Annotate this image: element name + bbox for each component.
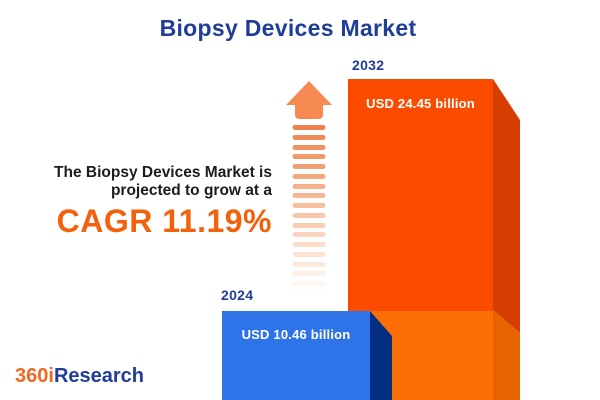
bar-2032-side-upper xyxy=(493,79,520,333)
logo-text-research: Research xyxy=(53,365,144,387)
bar-2024-face xyxy=(222,311,370,400)
page-title: Biopsy Devices Market xyxy=(159,15,417,41)
arrow-dashes xyxy=(292,125,326,296)
annotation-text-line2: projected to grow at a xyxy=(110,182,272,199)
brand-logo: 360iResearch xyxy=(15,365,144,388)
logo-text-360i: 360i xyxy=(15,365,54,387)
growth-arrow-icon xyxy=(286,81,332,296)
annotation-text-line1: The Biopsy Devices Market is xyxy=(54,164,272,181)
bar-2024-year-label: 2024 xyxy=(221,287,254,303)
bar-2032-side-lower xyxy=(493,310,520,400)
cagr-highlight: CAGR 11.19% xyxy=(56,203,272,239)
bar-2032-year-label: 2032 xyxy=(352,57,385,73)
bar-2024-side xyxy=(370,311,392,400)
bar-2024-value-label: USD 10.46 billion xyxy=(241,327,351,342)
bar-2032-value-label: USD 24.45 billion xyxy=(366,96,475,111)
bar-2032-face-upper xyxy=(348,79,493,311)
arrow-head xyxy=(286,81,332,119)
growth-annotation: The Biopsy Devices Market is projected t… xyxy=(54,164,272,239)
